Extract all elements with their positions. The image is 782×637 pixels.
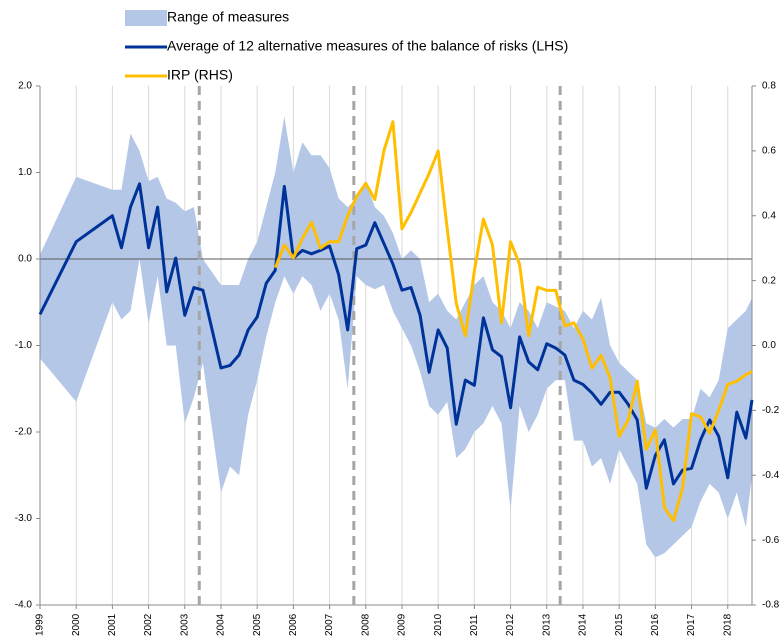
range-band [40, 116, 752, 558]
y-tick-label: -1.0 [15, 340, 33, 351]
y-tick-label: -2.0 [15, 427, 33, 438]
y2-tick-label: 0.6 [762, 146, 776, 157]
x-tick-label: 2014 [578, 613, 589, 636]
y-tick-label: -4.0 [15, 600, 33, 611]
x-tick-label: 2005 [252, 613, 263, 636]
legend: Range of measures Average of 12 alternati… [125, 9, 568, 83]
y2-tick-label: -0.4 [762, 470, 780, 481]
x-tick-label: 2004 [216, 613, 227, 636]
y2-tick-label: -0.8 [762, 600, 780, 611]
y2-tick-label: 0.2 [762, 275, 776, 286]
y-tick-label: 0.0 [18, 254, 32, 265]
y-tick-label: 2.0 [18, 81, 32, 92]
x-tick-label: 2000 [71, 613, 82, 636]
legend-swatch [125, 10, 167, 26]
x-tick-label: 2003 [179, 613, 190, 636]
y2-tick-label: 0.0 [762, 340, 776, 351]
x-tick-label: 2012 [505, 613, 516, 636]
x-tick-label: 2009 [397, 613, 408, 636]
x-tick-label: 2016 [650, 613, 661, 636]
legend-label: Average of 12 alternative measures of th… [167, 38, 568, 54]
x-tick-label: 2013 [541, 613, 552, 636]
y2-tick-label: 0.8 [762, 81, 776, 92]
x-tick-label: 2002 [143, 613, 154, 636]
y2-tick-label: -0.2 [762, 405, 780, 416]
series-line [38, 182, 754, 490]
legend-label: Range of measures [167, 9, 289, 25]
x-tick-label: 2015 [614, 613, 625, 636]
x-tick-label: 2017 [686, 613, 697, 636]
series-line [273, 120, 753, 523]
x-tick-label: 2007 [324, 613, 335, 636]
y-tick-label: 1.0 [18, 167, 32, 178]
x-tick-label: 2008 [360, 613, 371, 636]
y-tick-label: -3.0 [15, 513, 33, 524]
x-tick-label: 2006 [288, 613, 299, 636]
legend-label: IRP (RHS) [167, 67, 233, 83]
y2-tick-label: 0.4 [762, 210, 776, 221]
y2-tick-label: -0.6 [762, 535, 780, 546]
x-tick-label: 1999 [35, 613, 46, 636]
x-tick-label: 2011 [469, 614, 480, 636]
x-tick-label: 2001 [107, 613, 118, 636]
x-tick-label: 2018 [722, 613, 733, 636]
x-tick-label: 2010 [433, 613, 444, 636]
